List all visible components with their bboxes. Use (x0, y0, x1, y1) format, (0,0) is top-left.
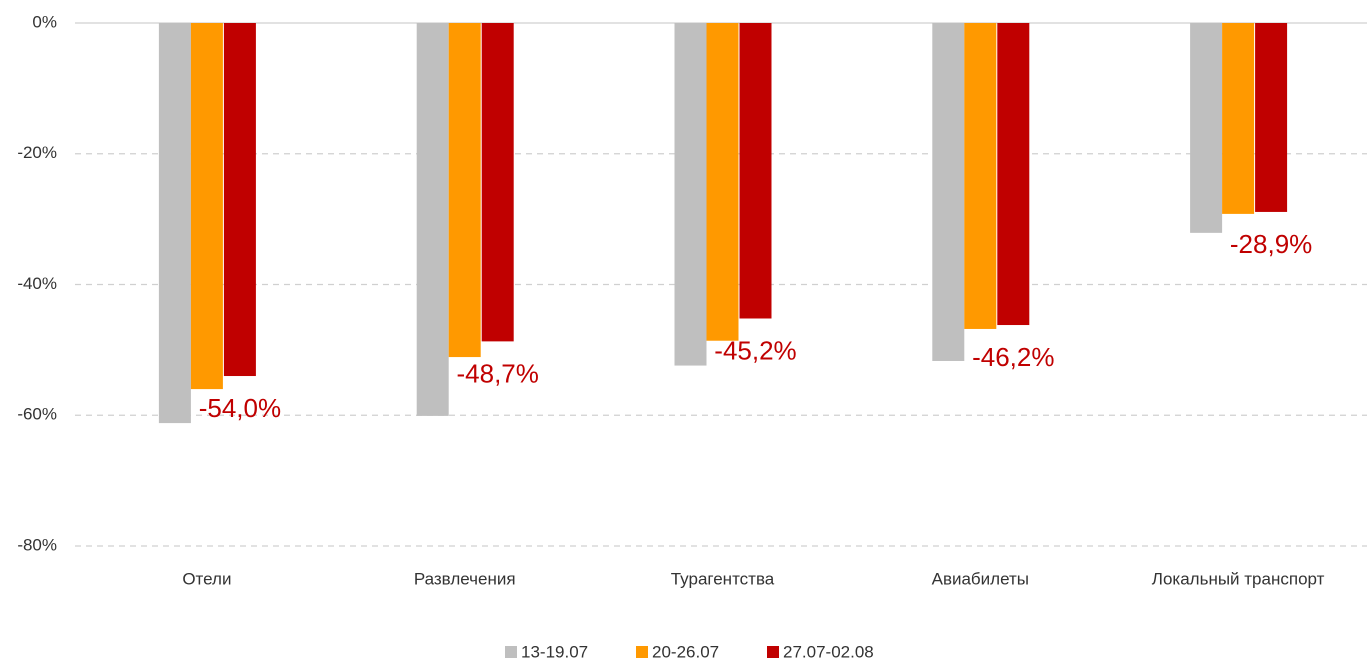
bar (190, 23, 223, 390)
bar (997, 23, 1030, 326)
y-tick-label: -40% (17, 274, 57, 293)
y-tick-label: 0% (32, 12, 57, 31)
value-label: -54,0% (199, 393, 281, 423)
legend-label: 27.07-02.08 (783, 642, 874, 661)
legend-label: 13-19.07 (521, 642, 588, 661)
bar (158, 23, 191, 424)
bar (448, 23, 481, 358)
x-tick-label: Локальный транспорт (1152, 569, 1325, 588)
bar (481, 23, 514, 342)
value-label: -28,9% (1230, 229, 1312, 259)
bar (1190, 23, 1223, 233)
x-tick-label: Турагентства (671, 569, 775, 588)
bar (1255, 23, 1288, 212)
legend-swatch (767, 646, 779, 658)
bar (706, 23, 739, 341)
bar (739, 23, 772, 319)
value-label: -46,2% (972, 342, 1054, 372)
bar (223, 23, 256, 377)
y-tick-label: -60% (17, 405, 57, 424)
y-tick-label: -80% (17, 535, 57, 554)
legend-label: 20-26.07 (652, 642, 719, 661)
legend-swatch (636, 646, 648, 658)
bar (674, 23, 707, 366)
bar (932, 23, 965, 361)
x-tick-label: Отели (182, 569, 231, 588)
y-tick-label: -20% (17, 143, 57, 162)
x-tick-label: Развлечения (414, 569, 516, 588)
bar (964, 23, 997, 329)
bar (416, 23, 449, 416)
value-label: -48,7% (457, 358, 539, 388)
legend-swatch (505, 646, 517, 658)
value-label: -45,2% (714, 335, 796, 365)
bar (1222, 23, 1255, 214)
x-tick-label: Авиабилеты (932, 569, 1029, 588)
